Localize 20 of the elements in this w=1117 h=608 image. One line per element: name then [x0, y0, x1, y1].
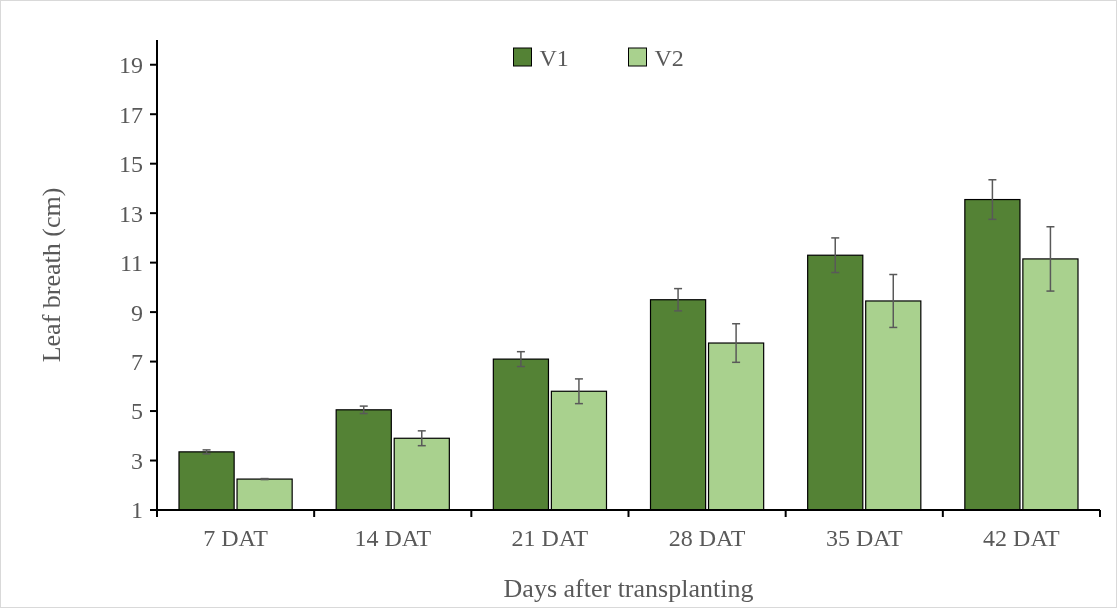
- y-tick-label: 19: [119, 52, 143, 79]
- y-tick-label: 9: [131, 299, 143, 326]
- y-tick-label: 13: [119, 200, 143, 227]
- legend-label: V1: [539, 45, 569, 72]
- y-tick-label: 5: [131, 398, 143, 425]
- y-tick-label: 17: [119, 101, 143, 128]
- legend-label: V2: [654, 45, 684, 72]
- y-tick-label: 11: [119, 250, 143, 277]
- y-tick-label: 1: [131, 497, 143, 524]
- x-tick-label: 7 DAT: [203, 525, 269, 551]
- x-tick-label: 28 DAT: [668, 525, 746, 551]
- y-axis-title: Leaf breath (cm): [37, 187, 66, 363]
- y-tick-label: 15: [119, 151, 143, 178]
- x-tick-label: 35 DAT: [825, 525, 903, 551]
- y-tick-label: 7: [131, 348, 143, 375]
- y-tick-label: 3: [131, 447, 143, 474]
- x-axis-title: Days after transplanting: [503, 574, 754, 603]
- x-tick-label: 14 DAT: [354, 525, 432, 551]
- x-tick-label: 21 DAT: [511, 525, 589, 551]
- x-tick-label: 42 DAT: [983, 525, 1061, 551]
